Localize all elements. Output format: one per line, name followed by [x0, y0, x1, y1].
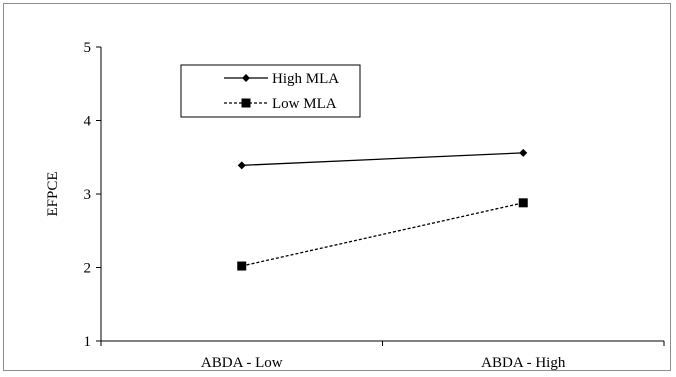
- y-tick-label: 4: [84, 114, 92, 130]
- data-point-high-mla: [519, 148, 528, 157]
- legend-box: [180, 64, 361, 118]
- y-axis-title: EFPCE: [45, 171, 61, 216]
- legend: High MLA Low MLA: [180, 64, 361, 118]
- y-tick-labels: 1 2 3 4 5: [84, 40, 92, 350]
- x-tick-label: ABDA - Low: [201, 355, 283, 371]
- data-point-low-mla: [518, 198, 528, 208]
- series-layer: [237, 148, 528, 271]
- legend-item-low-mla: Low MLA: [224, 96, 337, 112]
- series-line-high-mla: [241, 152, 524, 166]
- legend-item-high-mla: High MLA: [224, 71, 339, 87]
- axes: [96, 46, 665, 346]
- legend-label-low-mla: Low MLA: [272, 96, 337, 112]
- series-line-low-mla: [241, 202, 524, 267]
- chart-frame: 1 2 3 4 5 ABDA - Low ABDA - High EFPCE High M…: [3, 3, 671, 371]
- data-point-low-mla: [237, 261, 247, 271]
- legend-diamond-marker-icon: [242, 74, 250, 82]
- x-tick-label: ABDA - High: [481, 355, 566, 371]
- legend-label-high-mla: High MLA: [272, 71, 339, 87]
- legend-square-marker-icon: [241, 98, 251, 108]
- y-tick-label: 1: [84, 334, 92, 350]
- line-chart: 1 2 3 4 5 ABDA - Low ABDA - High EFPCE High M…: [45, 40, 665, 371]
- y-tick-label: 3: [84, 187, 92, 203]
- data-point-high-mla: [237, 161, 246, 170]
- y-tick-label: 5: [84, 40, 92, 56]
- x-tick-labels: ABDA - Low ABDA - High: [201, 355, 566, 371]
- y-tick-label: 2: [84, 261, 92, 277]
